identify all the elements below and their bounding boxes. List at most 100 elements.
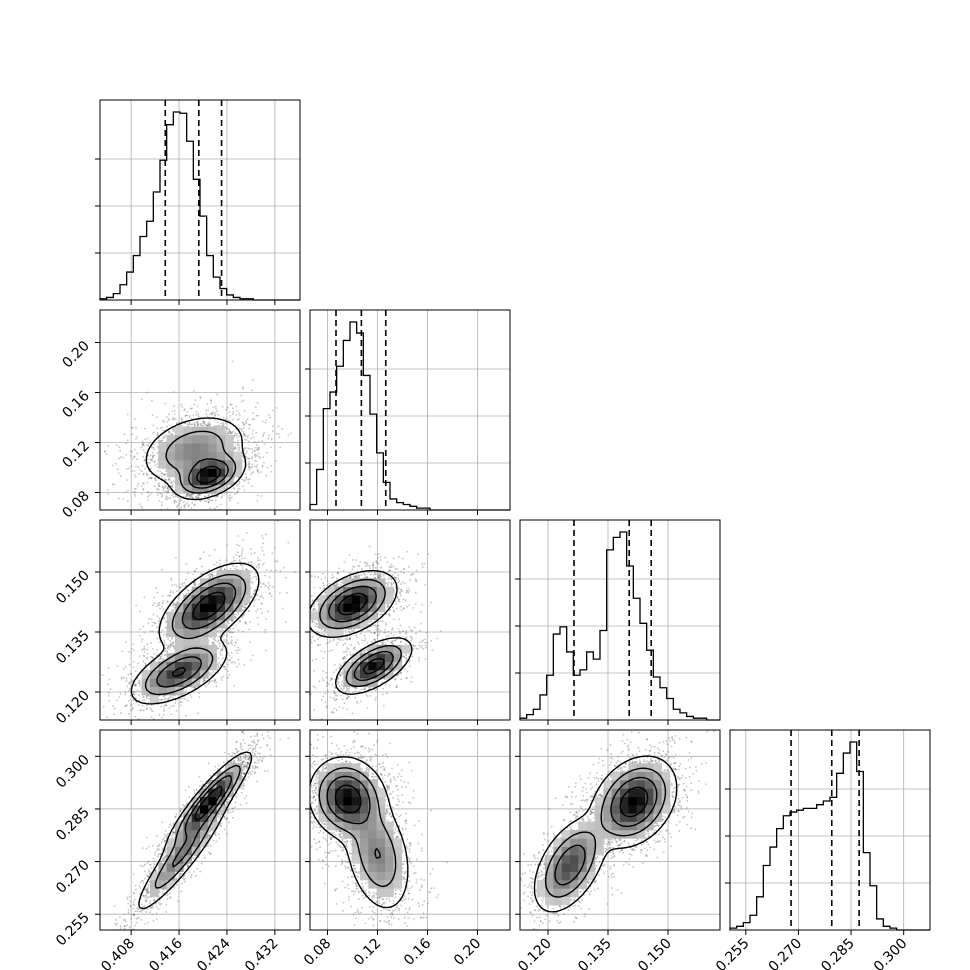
sample-point bbox=[196, 420, 199, 423]
density-cell bbox=[175, 426, 184, 436]
sample-point bbox=[211, 573, 214, 576]
contour-line bbox=[145, 417, 247, 501]
sample-point bbox=[169, 480, 172, 483]
sample-point bbox=[234, 615, 236, 618]
sample-point bbox=[169, 643, 172, 646]
sample-point bbox=[126, 439, 129, 442]
sample-point bbox=[279, 570, 282, 572]
sample-point bbox=[159, 631, 162, 634]
sample-point bbox=[151, 624, 154, 627]
sample-point bbox=[101, 674, 104, 677]
sample-point bbox=[244, 557, 246, 560]
sample-point bbox=[183, 698, 186, 700]
sample-point bbox=[202, 419, 205, 422]
sample-point bbox=[219, 630, 222, 632]
sample-point bbox=[215, 425, 218, 427]
sample-point bbox=[196, 494, 199, 497]
sample-point bbox=[230, 561, 232, 564]
sample-point bbox=[153, 461, 156, 464]
sample-point bbox=[111, 464, 114, 467]
sample-point bbox=[131, 680, 133, 683]
y-tick-label: 0.08 bbox=[59, 488, 92, 521]
sample-point bbox=[199, 500, 202, 502]
density-cell bbox=[216, 451, 226, 461]
sample-point bbox=[161, 605, 163, 608]
sample-point bbox=[133, 474, 136, 476]
sample-point bbox=[206, 500, 208, 502]
sample-point bbox=[175, 501, 178, 503]
sample-point bbox=[207, 408, 210, 411]
sample-point bbox=[267, 581, 270, 584]
sample-point bbox=[257, 447, 260, 449]
sample-point bbox=[172, 644, 175, 647]
sample-point bbox=[151, 458, 154, 460]
sample-point bbox=[163, 641, 166, 644]
sample-point bbox=[248, 457, 251, 460]
sample-point bbox=[195, 567, 198, 570]
sample-point bbox=[239, 414, 241, 417]
sample-point bbox=[142, 648, 145, 650]
sample-point bbox=[172, 641, 175, 644]
sample-point bbox=[214, 414, 217, 417]
sample-point bbox=[242, 424, 245, 427]
sample-point bbox=[166, 491, 169, 493]
sample-point bbox=[229, 403, 232, 406]
sample-point bbox=[241, 547, 244, 550]
sample-point bbox=[201, 425, 204, 427]
sample-point bbox=[141, 443, 144, 445]
sample-point bbox=[158, 601, 161, 604]
sample-point bbox=[196, 425, 199, 427]
sample-point bbox=[195, 421, 198, 424]
sample-point bbox=[138, 472, 141, 475]
sample-point bbox=[245, 422, 248, 425]
sample-point bbox=[259, 559, 261, 562]
sample-point bbox=[235, 665, 238, 668]
sample-point bbox=[223, 634, 225, 636]
density-cell bbox=[191, 451, 201, 461]
sample-point bbox=[149, 707, 152, 710]
sample-point bbox=[251, 448, 254, 450]
sample-point bbox=[146, 695, 148, 697]
sample-point bbox=[237, 646, 240, 649]
sample-point bbox=[156, 469, 159, 472]
sample-point bbox=[240, 400, 243, 403]
sample-point bbox=[172, 480, 175, 482]
sample-point bbox=[235, 414, 238, 416]
sample-point bbox=[133, 690, 135, 693]
sample-point bbox=[175, 585, 178, 588]
sample-point bbox=[231, 360, 234, 363]
sample-point bbox=[173, 583, 176, 586]
sample-point bbox=[180, 583, 182, 586]
sample-point bbox=[275, 459, 278, 462]
sample-point bbox=[236, 652, 239, 655]
sample-point bbox=[160, 501, 163, 504]
sample-point bbox=[159, 699, 162, 701]
sample-point bbox=[141, 485, 143, 487]
sample-point bbox=[167, 486, 169, 489]
sample-point bbox=[218, 629, 220, 631]
sample-point bbox=[229, 430, 232, 433]
sample-point bbox=[133, 488, 136, 490]
sample-point bbox=[163, 639, 166, 642]
sample-point bbox=[149, 454, 152, 457]
sample-point bbox=[173, 603, 175, 606]
sample-point bbox=[147, 499, 149, 501]
sample-point bbox=[156, 605, 159, 607]
sample-point bbox=[168, 431, 171, 433]
sample-point bbox=[157, 439, 160, 442]
sample-point bbox=[224, 625, 227, 628]
sample-point bbox=[156, 434, 159, 437]
sample-point bbox=[164, 402, 167, 405]
sample-point bbox=[97, 746, 99, 748]
sample-point bbox=[115, 444, 118, 447]
sample-point bbox=[197, 712, 200, 715]
sample-point bbox=[158, 484, 161, 487]
sample-point bbox=[211, 494, 214, 496]
sample-point bbox=[238, 544, 241, 547]
sample-point bbox=[243, 606, 246, 609]
sample-point bbox=[234, 617, 236, 619]
sample-point bbox=[149, 476, 151, 479]
sample-point bbox=[207, 574, 210, 577]
sample-point bbox=[270, 595, 273, 598]
sample-point bbox=[254, 456, 257, 458]
